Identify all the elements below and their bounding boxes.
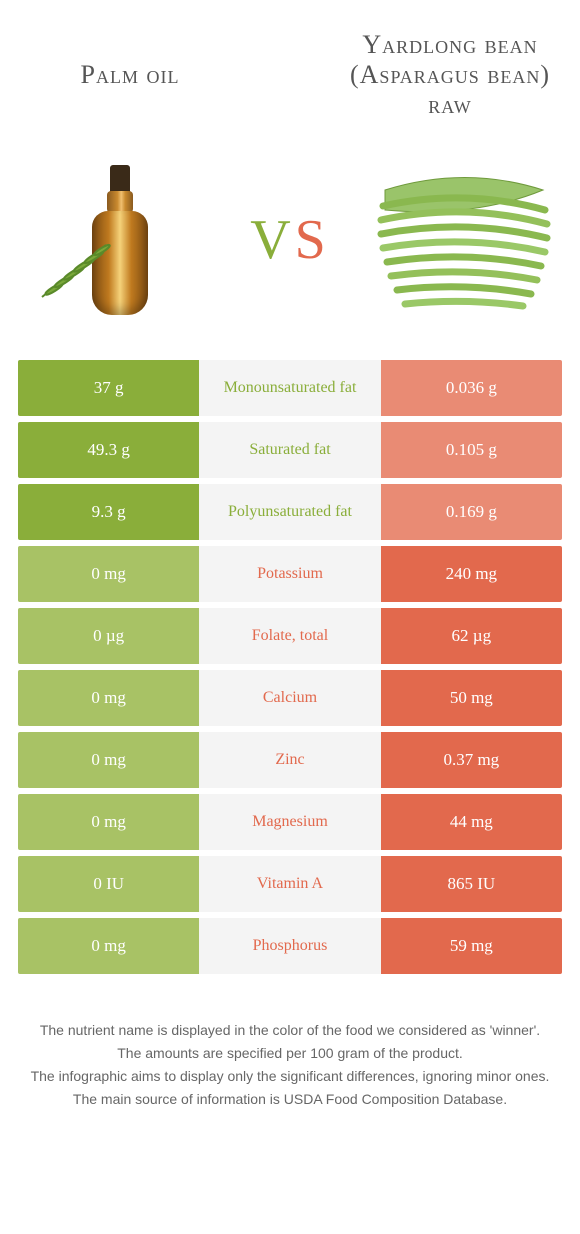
nutrient-label: Monounsaturated fat: [199, 360, 380, 416]
footer-notes: The nutrient name is displayed in the co…: [0, 980, 580, 1110]
left-value: 37 g: [18, 360, 199, 416]
table-row: 0 mgZinc0.37 mg: [18, 732, 562, 788]
right-food-title: Yardlong bean (Asparagus bean) raw: [340, 30, 560, 120]
right-value: 0.105 g: [381, 422, 562, 478]
right-value: 59 mg: [381, 918, 562, 974]
nutrient-label: Polyunsaturated fat: [199, 484, 380, 540]
herb-sprig-icon: [34, 235, 124, 305]
right-value: 62 µg: [381, 608, 562, 664]
right-food-image: [360, 140, 560, 340]
vs-v: V: [250, 209, 294, 271]
left-value: 0 mg: [18, 918, 199, 974]
left-value: 0 µg: [18, 608, 199, 664]
left-value: 0 mg: [18, 670, 199, 726]
nutrient-label: Potassium: [199, 546, 380, 602]
footer-line: The amounts are specified per 100 gram o…: [30, 1043, 550, 1064]
right-value: 0.37 mg: [381, 732, 562, 788]
left-food-title: Palm oil: [20, 60, 240, 90]
right-value: 0.036 g: [381, 360, 562, 416]
oil-bottle-icon: [90, 165, 150, 315]
right-value: 0.169 g: [381, 484, 562, 540]
header: Palm oil Yardlong bean (Asparagus bean) …: [0, 0, 580, 130]
right-value: 240 mg: [381, 546, 562, 602]
left-value: 49.3 g: [18, 422, 199, 478]
right-value: 44 mg: [381, 794, 562, 850]
table-row: 0 mgMagnesium44 mg: [18, 794, 562, 850]
table-row: 9.3 gPolyunsaturated fat0.169 g: [18, 484, 562, 540]
footer-line: The infographic aims to display only the…: [30, 1066, 550, 1087]
nutrient-label: Magnesium: [199, 794, 380, 850]
vs-label: VS: [250, 208, 330, 272]
table-row: 0 µgFolate, total62 µg: [18, 608, 562, 664]
nutrient-table: 37 gMonounsaturated fat0.036 g 49.3 gSatu…: [0, 360, 580, 974]
table-row: 0 mgPotassium240 mg: [18, 546, 562, 602]
table-row: 37 gMonounsaturated fat0.036 g: [18, 360, 562, 416]
table-row: 49.3 gSaturated fat0.105 g: [18, 422, 562, 478]
nutrient-label: Saturated fat: [199, 422, 380, 478]
right-value: 50 mg: [381, 670, 562, 726]
left-value: 9.3 g: [18, 484, 199, 540]
nutrient-label: Phosphorus: [199, 918, 380, 974]
nutrient-label: Folate, total: [199, 608, 380, 664]
footer-line: The main source of information is USDA F…: [30, 1089, 550, 1110]
table-row: 0 mgCalcium50 mg: [18, 670, 562, 726]
right-value: 865 IU: [381, 856, 562, 912]
vs-s: S: [295, 209, 330, 271]
table-row: 0 mgPhosphorus59 mg: [18, 918, 562, 974]
nutrient-label: Calcium: [199, 670, 380, 726]
left-value: 0 mg: [18, 546, 199, 602]
images-row: VS: [0, 130, 580, 360]
left-value: 0 IU: [18, 856, 199, 912]
table-row: 0 IUVitamin A865 IU: [18, 856, 562, 912]
nutrient-label: Vitamin A: [199, 856, 380, 912]
nutrient-label: Zinc: [199, 732, 380, 788]
left-value: 0 mg: [18, 732, 199, 788]
yardlong-beans-icon: [365, 160, 555, 320]
left-value: 0 mg: [18, 794, 199, 850]
left-food-image: [20, 140, 220, 340]
footer-line: The nutrient name is displayed in the co…: [30, 1020, 550, 1041]
